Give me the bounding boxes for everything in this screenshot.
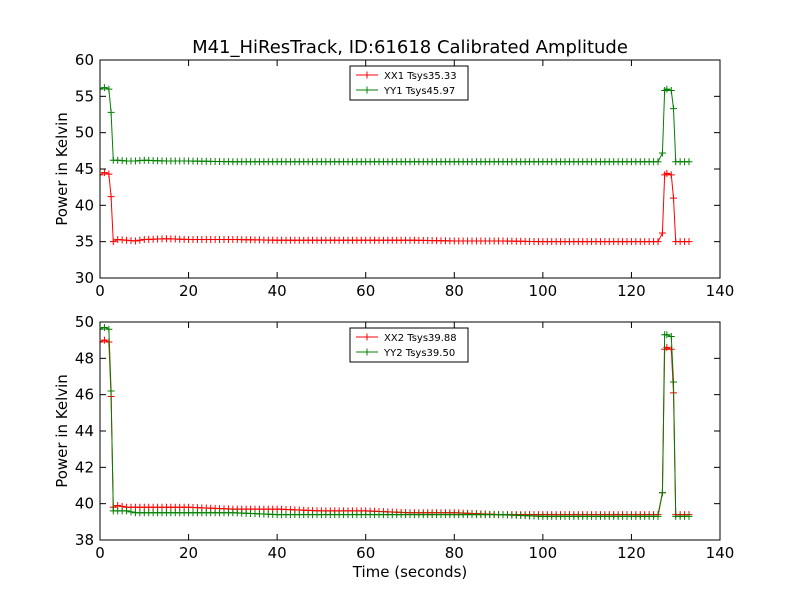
legend-box xyxy=(349,327,469,363)
y-tick-label: 48 xyxy=(75,349,94,367)
x-tick-label: 0 xyxy=(95,544,105,562)
data-point xyxy=(685,512,693,520)
plot-top: 0 20 40 60 80 100 120 140 30 35 40 45 50 55 60 Power in… xyxy=(53,51,734,300)
y-tick-label: 38 xyxy=(75,531,94,549)
data-point xyxy=(663,85,671,93)
y-tick-label: 40 xyxy=(75,196,94,214)
data-point xyxy=(100,171,104,179)
legend-swatch-marker xyxy=(363,348,371,356)
y-axis-label: Power in Kelvin xyxy=(53,112,71,226)
data-point xyxy=(105,170,113,178)
data-point xyxy=(667,333,675,341)
y-tick-label: 30 xyxy=(75,269,94,287)
x-tick-label: 20 xyxy=(179,282,198,300)
data-point xyxy=(685,238,693,246)
data-point xyxy=(109,238,117,246)
x-tick-label: 120 xyxy=(617,544,646,562)
x-tick-label: 120 xyxy=(617,282,646,300)
data-point xyxy=(654,158,662,166)
x-tick-label: 0 xyxy=(95,282,105,300)
data-point xyxy=(100,336,108,344)
x-axis-label: Time (seconds) xyxy=(352,563,468,581)
x-tick-label: 60 xyxy=(356,544,375,562)
x-tick-label: 80 xyxy=(445,544,464,562)
data-point xyxy=(667,87,675,95)
data-point xyxy=(685,158,693,166)
data-point xyxy=(663,169,671,177)
y-tick-label: 55 xyxy=(75,87,94,105)
data-point xyxy=(105,85,113,93)
data-point xyxy=(131,237,139,245)
data-point xyxy=(127,508,135,516)
data-point xyxy=(654,238,662,246)
plot-data-area xyxy=(100,84,693,246)
y-axis-label: Power in Kelvin xyxy=(53,374,71,488)
y-tick-label: 40 xyxy=(75,495,94,513)
legend-swatch-marker xyxy=(363,333,371,341)
legend: XX1 Tsys35.33 YY1 Tsys45.97 xyxy=(349,65,469,101)
data-point xyxy=(123,507,131,515)
chart-title: M41_HiResTrack, ID:61618 Calibrated Ampl… xyxy=(192,37,628,58)
data-point xyxy=(658,489,666,497)
data-point xyxy=(667,345,675,353)
y-tick-label: 46 xyxy=(75,386,94,404)
data-point xyxy=(667,171,675,179)
y-tick-label: 50 xyxy=(75,124,94,142)
y-tick-label: 42 xyxy=(75,458,94,476)
x-tick-label: 20 xyxy=(179,544,198,562)
data-point xyxy=(100,84,108,92)
legend: XX2 Tsys39.88 YY2 Tsys39.50 xyxy=(349,327,469,363)
legend-box xyxy=(349,65,469,101)
plot-bottom: 0 20 40 60 80 100 120 140 38 40 42 44 46 48 50 Power in… xyxy=(53,313,734,581)
data-point xyxy=(654,512,662,520)
x-tick-label: 140 xyxy=(706,544,735,562)
x-tick-label: 100 xyxy=(529,282,558,300)
legend-swatch-marker xyxy=(363,86,371,94)
x-tick-label: 100 xyxy=(529,544,558,562)
data-point xyxy=(107,193,115,201)
x-tick-label: 40 xyxy=(268,282,287,300)
legend-entry-label: YY2 Tsys39.50 xyxy=(383,348,455,359)
legend-swatch-marker xyxy=(363,71,371,79)
x-tick-label: 60 xyxy=(356,282,375,300)
data-point xyxy=(107,387,115,395)
data-point xyxy=(670,194,677,202)
data-point xyxy=(100,338,104,346)
y-tick-label: 44 xyxy=(75,422,94,440)
x-tick-label: 40 xyxy=(268,544,287,562)
x-tick-label: 140 xyxy=(706,282,735,300)
data-point xyxy=(670,105,677,113)
legend-entry-label: XX2 Tsys39.88 xyxy=(384,333,457,344)
y-tick-label: 60 xyxy=(75,51,94,69)
data-point xyxy=(658,229,666,237)
y-tick-label: 35 xyxy=(75,233,94,251)
data-point xyxy=(663,331,671,339)
plot-data-area xyxy=(100,323,693,520)
data-point xyxy=(658,149,666,157)
data-point xyxy=(100,169,108,177)
legend-entry-label: XX1 Tsys35.33 xyxy=(384,71,457,82)
data-point xyxy=(105,325,113,333)
data-point xyxy=(670,378,677,386)
data-point xyxy=(100,85,104,93)
data-point xyxy=(107,108,115,116)
y-tick-label: 45 xyxy=(75,160,94,178)
data-point xyxy=(100,323,108,331)
data-point xyxy=(136,236,144,244)
y-tick-label: 50 xyxy=(75,313,94,331)
x-tick-label: 80 xyxy=(445,282,464,300)
data-point xyxy=(100,325,104,333)
legend-entry-label: YY1 Tsys45.97 xyxy=(383,86,455,97)
